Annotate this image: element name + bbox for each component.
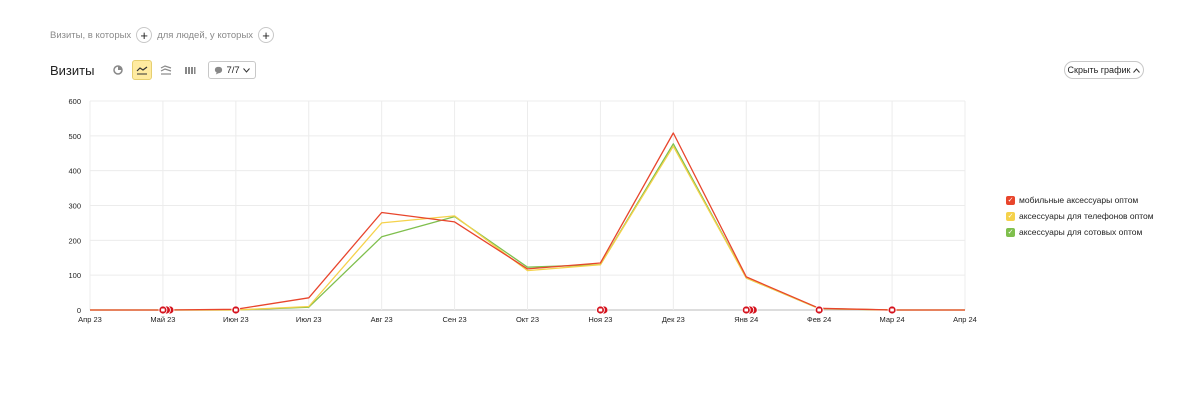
annotation-marker-glyph xyxy=(161,308,165,312)
line-chart-icon xyxy=(137,66,148,75)
x-tick-label: Ноя 23 xyxy=(588,315,612,324)
pie-chart-icon xyxy=(113,65,124,75)
speech-bubble-icon xyxy=(215,66,223,75)
annotation-marker-glyph xyxy=(817,308,821,312)
hide-chart-button[interactable]: Скрыть график xyxy=(1064,61,1144,79)
legend-checkbox-icon[interactable]: ✓ xyxy=(1006,195,1015,205)
legend-checkbox-icon[interactable]: ✓ xyxy=(1006,227,1015,237)
notes-dropdown[interactable]: 7/7 xyxy=(208,61,256,79)
x-tick-label: Июн 23 xyxy=(223,315,249,324)
legend-item-3[interactable]: ✓ аксессуары для сотовых оптом xyxy=(1006,224,1154,240)
y-tick-label: 400 xyxy=(68,167,81,176)
legend-checkbox-icon[interactable]: ✓ xyxy=(1006,211,1015,221)
x-tick-label: Фев 24 xyxy=(807,315,831,324)
annotation-marker-glyph xyxy=(890,308,894,312)
chevron-up-icon xyxy=(1133,67,1141,73)
legend-item-2[interactable]: ✓ аксессуары для телефонов оптом xyxy=(1006,208,1154,224)
people-filter-label: для людей, у которых xyxy=(157,29,254,41)
segment-filters: Визиты, в которых + для людей, у которых… xyxy=(50,26,279,44)
x-tick-label: Июл 23 xyxy=(296,315,322,324)
x-tick-label: Сен 23 xyxy=(443,315,467,324)
visits-filter-label: Визиты, в которых xyxy=(50,29,132,41)
x-tick-label: Авг 23 xyxy=(371,315,393,324)
add-people-filter-button[interactable]: + xyxy=(258,27,275,43)
legend-label: аксессуары для сотовых оптом xyxy=(1019,227,1143,237)
y-tick-label: 200 xyxy=(68,236,81,245)
pie-chart-button[interactable] xyxy=(108,60,128,80)
y-tick-label: 0 xyxy=(77,306,81,315)
x-tick-label: Дек 23 xyxy=(662,315,685,324)
x-tick-label: Мар 24 xyxy=(880,315,905,324)
x-tick-label: Апр 24 xyxy=(953,315,977,324)
area-chart-button[interactable] xyxy=(156,60,176,80)
annotation-marker-glyph xyxy=(744,308,749,312)
x-tick-label: Окт 23 xyxy=(516,315,539,324)
annotation-marker-glyph xyxy=(598,308,603,312)
hide-chart-label: Скрыть график xyxy=(1067,65,1131,75)
legend-item-1[interactable]: ✓ мобильные аксессуары оптом xyxy=(1006,192,1154,208)
y-tick-label: 600 xyxy=(68,97,81,106)
x-tick-label: Апр 23 xyxy=(78,315,102,324)
bar-chart-button[interactable] xyxy=(180,60,200,80)
annotation-marker-glyph xyxy=(234,308,238,312)
bar-chart-icon xyxy=(185,67,196,74)
add-visits-filter-button[interactable]: + xyxy=(136,27,153,43)
chart-toolbar: Визиты 7/7 xyxy=(50,60,256,80)
line-chart-button[interactable] xyxy=(132,60,153,80)
chart-title: Визиты xyxy=(50,62,95,78)
chart-legend: ✓ мобильные аксессуары оптом ✓ аксессуары д… xyxy=(1006,192,1154,240)
stacked-area-icon xyxy=(161,65,172,75)
y-tick-label: 300 xyxy=(68,202,81,211)
chevron-down-icon xyxy=(242,67,250,73)
legend-label: мобильные аксессуары оптом xyxy=(1019,195,1139,205)
x-tick-label: Янв 24 xyxy=(734,315,758,324)
x-tick-label: Май 23 xyxy=(150,315,175,324)
y-tick-label: 100 xyxy=(68,271,81,280)
notes-count: 7/7 xyxy=(226,64,240,76)
legend-label: аксессуары для телефонов оптом xyxy=(1019,211,1154,221)
y-tick-label: 500 xyxy=(68,132,81,141)
